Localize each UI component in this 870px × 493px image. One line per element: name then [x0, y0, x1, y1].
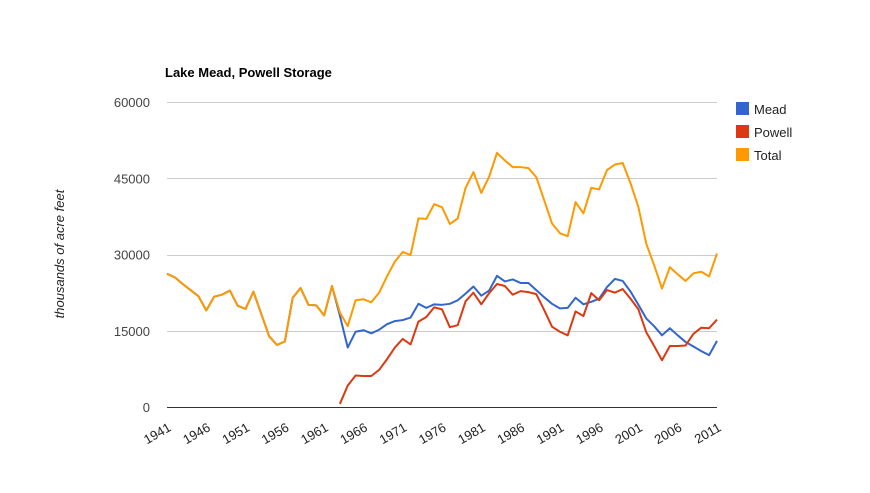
series-lines — [166, 151, 718, 405]
x-tick-label: 1966 — [337, 420, 370, 447]
y-tick-label: 60000 — [114, 95, 150, 110]
legend-label-total: Total — [754, 148, 782, 163]
x-tick-label: 1991 — [534, 420, 567, 447]
x-tick-label: 1951 — [220, 420, 253, 447]
x-tick-label: 1946 — [180, 420, 213, 447]
legend-swatch-total — [736, 148, 749, 161]
x-axis-ticks: 1941 1946 1951 1956 1961 1966 1971 1976 1981 1986… — [141, 420, 724, 447]
x-tick-label: 1956 — [259, 420, 292, 447]
legend: Mead Powell Total — [736, 102, 792, 163]
y-tick-label: 30000 — [114, 248, 150, 263]
x-tick-label: 1981 — [455, 420, 488, 447]
x-tick-label: 1996 — [573, 420, 606, 447]
x-tick-label: 1961 — [298, 420, 331, 447]
x-tick-label: 2001 — [612, 420, 645, 447]
legend-label-mead: Mead — [754, 102, 787, 117]
legend-swatch-powell — [736, 125, 749, 138]
series-line-mead — [166, 272, 718, 357]
chart-title: Lake Mead, Powell Storage — [165, 65, 332, 80]
series-line-powell — [338, 282, 718, 405]
x-tick-label: 1971 — [377, 420, 410, 447]
y-axis-label: thousands of acre feet — [52, 188, 67, 318]
x-tick-label: 1986 — [495, 420, 528, 447]
legend-swatch-mead — [736, 102, 749, 115]
gridlines — [167, 102, 717, 408]
x-tick-label: 1941 — [141, 420, 174, 447]
y-tick-label: 0 — [143, 400, 150, 415]
x-tick-label: 1976 — [416, 420, 449, 447]
x-tick-label: 2006 — [652, 420, 685, 447]
y-tick-label: 15000 — [114, 324, 150, 339]
y-axis-ticks: 0 15000 30000 45000 60000 — [114, 95, 150, 415]
legend-label-powell: Powell — [754, 125, 792, 140]
y-tick-label: 45000 — [114, 171, 150, 186]
x-tick-label: 2011 — [692, 420, 724, 447]
series-line-total — [166, 151, 718, 346]
